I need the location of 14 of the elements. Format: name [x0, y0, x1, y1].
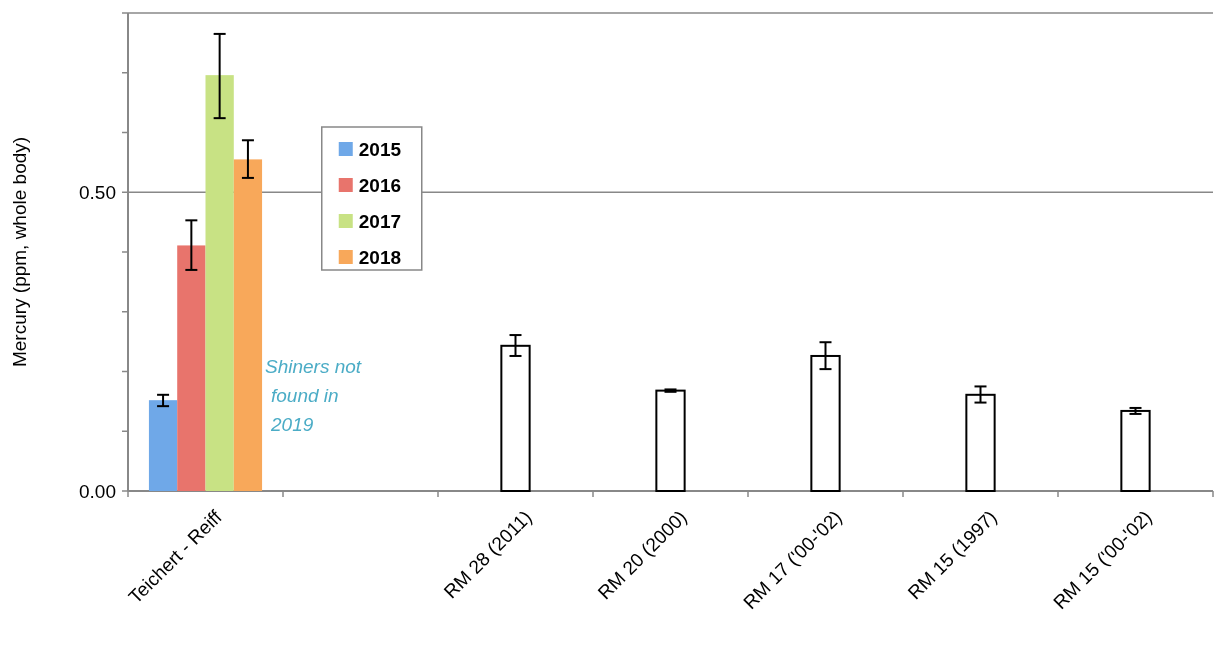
legend-label: 2016 — [358, 174, 402, 196]
legend-label: 2018 — [358, 246, 402, 268]
bar — [655, 389, 686, 492]
bar — [148, 400, 178, 491]
y-tick-label: 0.00 — [79, 480, 116, 502]
annotation: Shiners not found in 2019 — [265, 356, 362, 435]
legend-label: 2015 — [358, 138, 402, 160]
legend-label: 2017 — [358, 210, 402, 232]
y-axis-title: Mercury (ppm, whole body) — [9, 136, 30, 368]
y-tick-label: 0.50 — [79, 181, 116, 203]
bar — [233, 159, 263, 491]
bar — [177, 245, 206, 491]
bar — [205, 75, 234, 491]
bar — [1120, 409, 1151, 492]
